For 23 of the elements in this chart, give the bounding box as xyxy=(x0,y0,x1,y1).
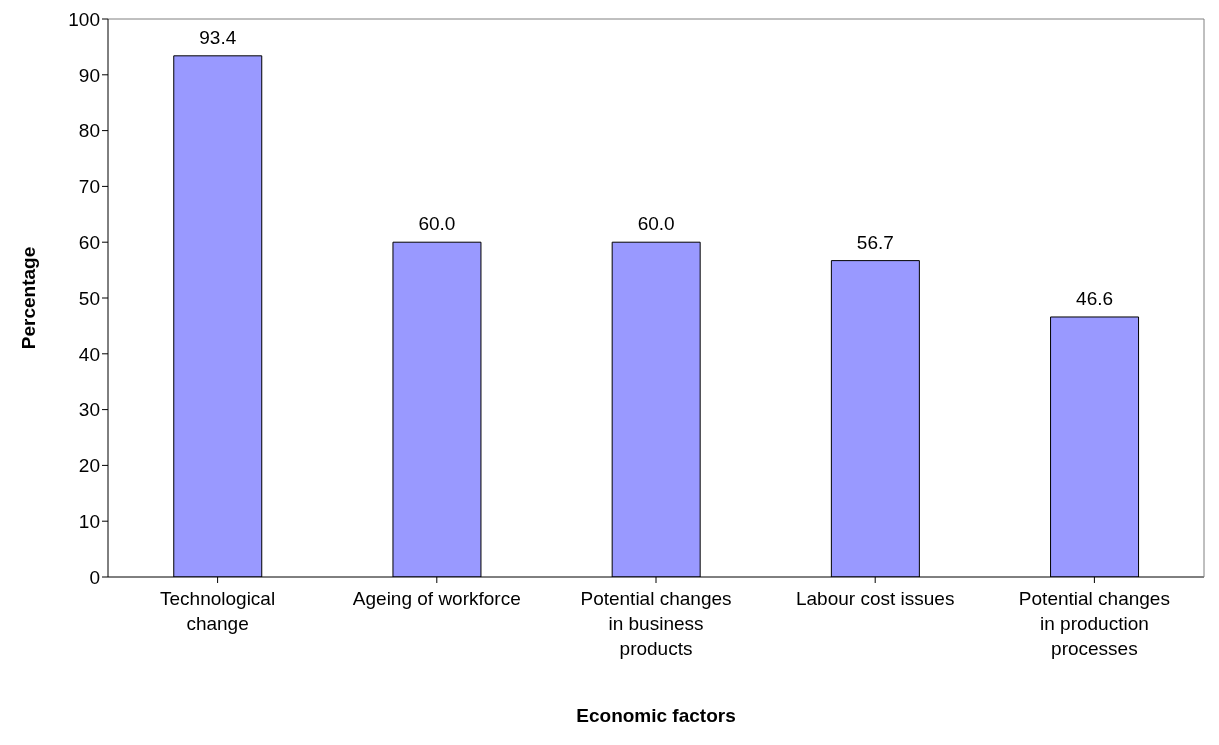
y-tick-label: 20 xyxy=(78,455,100,477)
y-tick-label: 90 xyxy=(78,64,100,86)
data-label: 46.6 xyxy=(1076,287,1114,309)
x-tick-label: Potential changes in business products xyxy=(580,588,732,659)
y-tick-label: 10 xyxy=(78,510,100,532)
y-tick-label: 50 xyxy=(78,287,100,309)
x-tick-label: Labour cost issues xyxy=(795,588,955,609)
y-tick-label: 0 xyxy=(89,566,100,588)
y-tick-label: 60 xyxy=(78,231,100,253)
data-label: 56.7 xyxy=(856,231,894,253)
x-tick-label: Potential changes in production processes xyxy=(1018,588,1170,659)
y-axis-title: Percentage xyxy=(17,246,39,350)
y-tick-label: 100 xyxy=(68,8,100,30)
y-tick-label: 40 xyxy=(78,343,100,365)
data-label: 93.4 xyxy=(199,26,237,48)
x-tick-label: Technological change xyxy=(160,588,276,634)
x-tick-label: Ageing of workforce xyxy=(352,588,521,609)
data-label: 60.0 xyxy=(418,213,456,235)
y-tick-label: 70 xyxy=(78,176,100,198)
data-label: 60.0 xyxy=(637,213,675,235)
y-tick-label: 80 xyxy=(78,120,100,142)
y-tick-label: 30 xyxy=(78,399,100,421)
x-axis-title: Economic factors xyxy=(576,705,736,726)
